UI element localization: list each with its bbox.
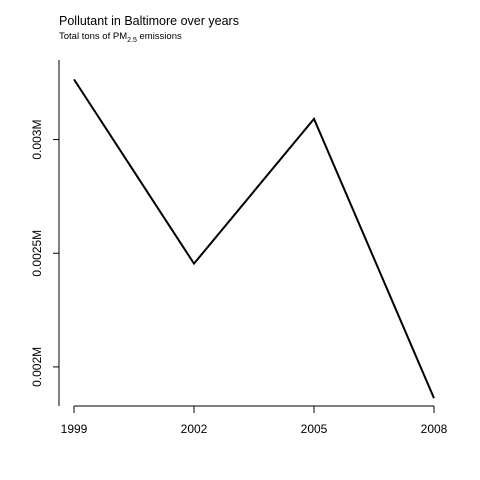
y-tick-label: 0.002M bbox=[30, 347, 44, 387]
x-tick-label: 2002 bbox=[181, 422, 208, 436]
chart-title: Pollutant in Baltimore over years bbox=[59, 14, 239, 28]
subtitle-subscript: 2.5 bbox=[127, 36, 137, 44]
x-tick-label: 2005 bbox=[301, 422, 328, 436]
y-tick-label: 0.003M bbox=[30, 120, 44, 160]
series-layer bbox=[73, 78, 435, 399]
chart-subtitle: Total tons of PM2.5 emissions bbox=[59, 31, 182, 44]
subtitle-text-start: Total tons of PM bbox=[59, 31, 128, 42]
axes: 0.002M 0.0025M 0.003M 1999 2002 2005 2008 bbox=[30, 60, 448, 436]
x-tick-label: 1999 bbox=[61, 422, 88, 436]
subtitle-text-end: emissions bbox=[136, 31, 182, 42]
x-tick-label: 2008 bbox=[421, 422, 448, 436]
series-line bbox=[73, 78, 435, 399]
y-tick-label: 0.0025M bbox=[30, 230, 44, 277]
